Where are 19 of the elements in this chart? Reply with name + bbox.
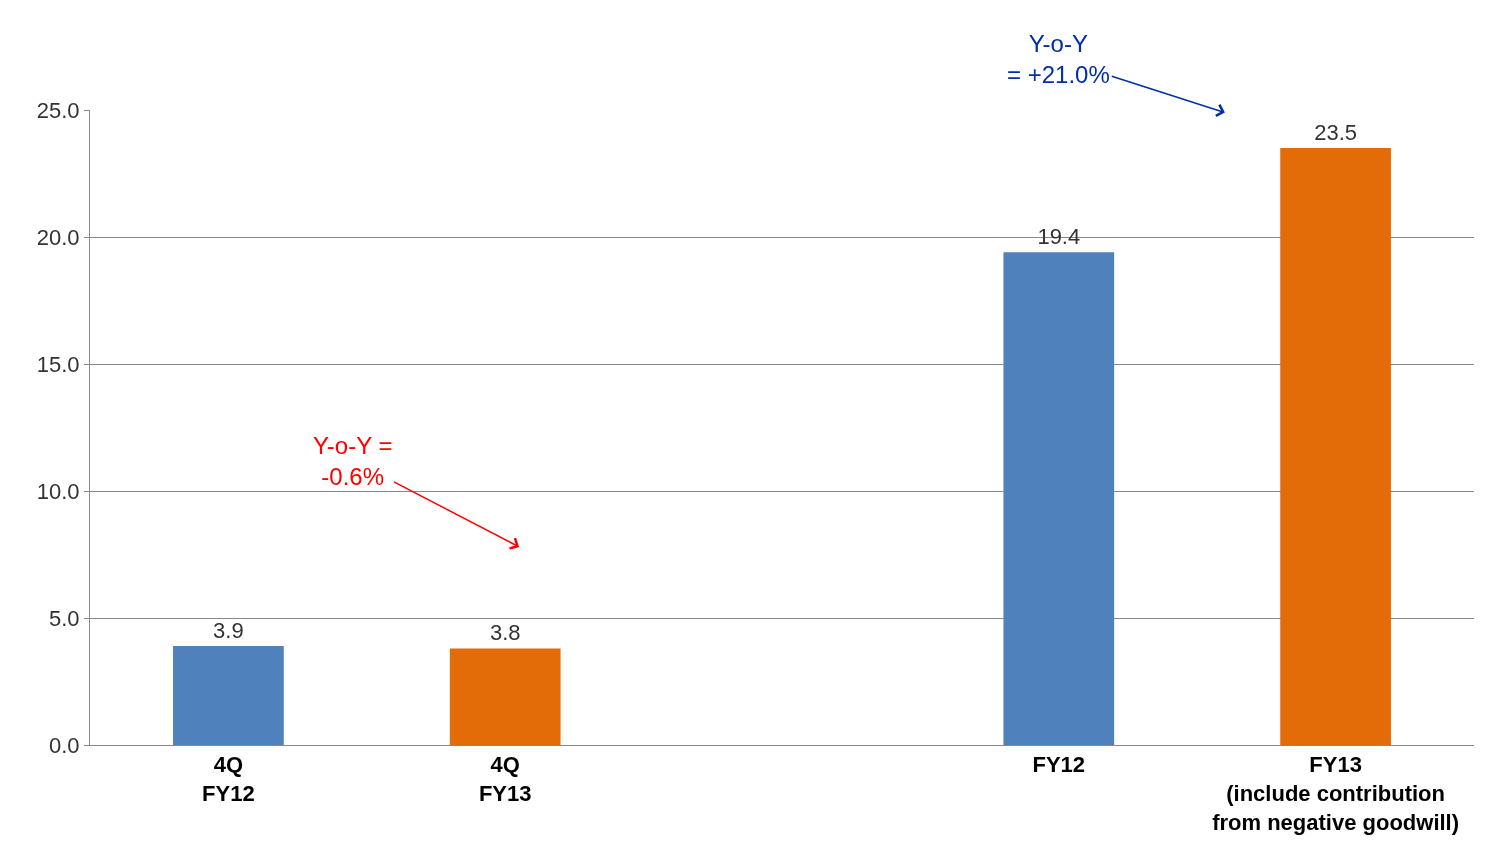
y-tick-label: 15.0 xyxy=(36,351,80,377)
x-tick-label: 4Q FY13 xyxy=(478,752,532,806)
y-tick-label: 0.0 xyxy=(49,732,80,758)
bar xyxy=(1003,252,1115,745)
data-label: 3.9 xyxy=(213,617,244,643)
data-label: 3.8 xyxy=(489,620,521,646)
y-tick-label: 20.0 xyxy=(36,224,80,250)
x-tick-label: FY13 (include contribution from negative goodwill) xyxy=(1212,752,1460,835)
x-tick-label: FY12 xyxy=(1032,752,1086,778)
bar xyxy=(1280,148,1391,745)
y-tick-label: 10.0 xyxy=(36,478,80,504)
y-tick-label: 25.0 xyxy=(36,97,80,123)
bar xyxy=(173,645,284,745)
x-tick-label: 4Q FY12 xyxy=(202,752,255,806)
annotation: Y-o-Y = -0.6% xyxy=(313,432,393,491)
data-label: 23.5 xyxy=(1314,120,1358,146)
text: Y-o-Y = +21.0% xyxy=(1007,30,1110,89)
y-tick-label: 5.0 xyxy=(49,605,80,631)
bar xyxy=(449,648,561,745)
